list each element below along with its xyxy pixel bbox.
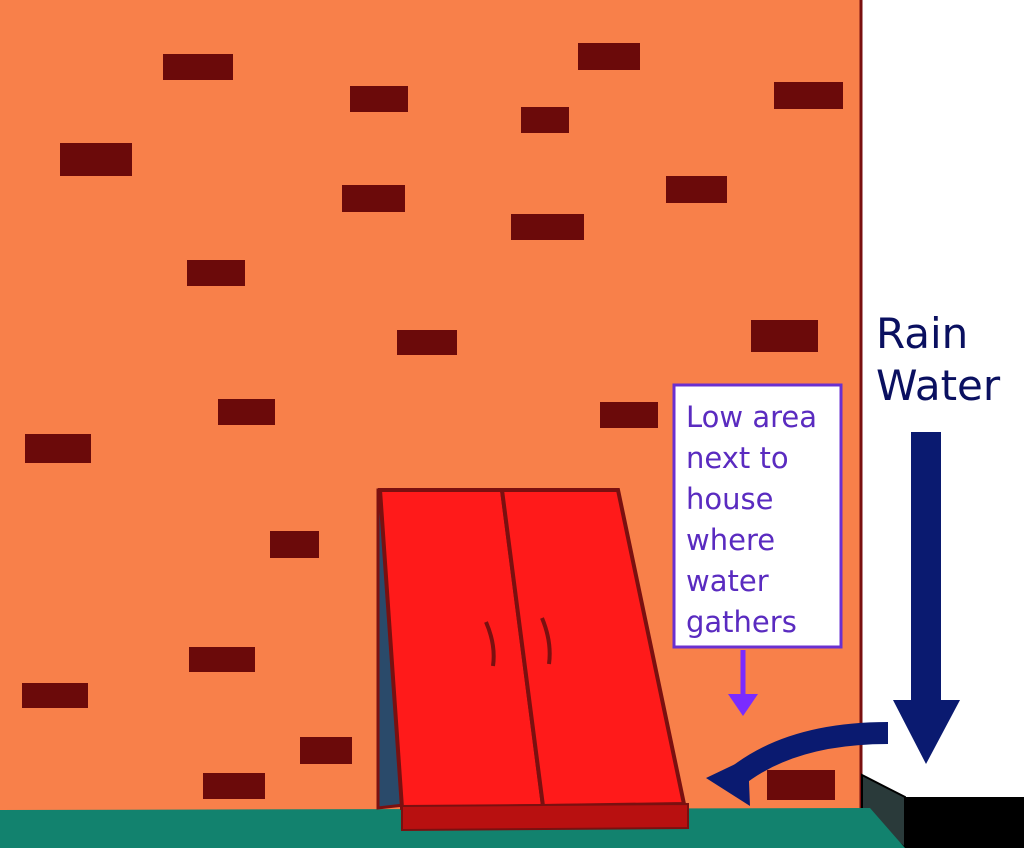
brick bbox=[270, 531, 319, 558]
callout-line: water bbox=[686, 564, 769, 598]
brick bbox=[25, 434, 91, 463]
rain-label-line: Rain bbox=[876, 309, 968, 358]
callout-line: Low area bbox=[686, 400, 817, 434]
brick bbox=[521, 107, 569, 133]
foundation-ledge bbox=[861, 773, 906, 848]
callout-line: gathers bbox=[686, 605, 797, 639]
arrow-down-icon bbox=[728, 650, 758, 716]
arrow-down-icon bbox=[893, 432, 960, 764]
brick bbox=[774, 82, 843, 109]
brick bbox=[666, 176, 727, 203]
brick bbox=[22, 683, 88, 708]
brick bbox=[600, 402, 658, 428]
curved-arrow-left-icon bbox=[706, 722, 889, 806]
basement-door bbox=[376, 488, 689, 832]
brick bbox=[767, 770, 835, 800]
brick bbox=[578, 43, 640, 70]
brick bbox=[751, 320, 818, 352]
brick bbox=[203, 773, 265, 799]
callout-line: next to bbox=[686, 441, 789, 475]
callout-line: where bbox=[686, 523, 775, 557]
callout-box bbox=[672, 383, 843, 649]
brick bbox=[350, 86, 408, 112]
brick bbox=[163, 54, 233, 80]
brick bbox=[342, 185, 405, 212]
rain-water-label: Rain Water bbox=[876, 309, 1001, 410]
brick bbox=[397, 330, 457, 355]
foundation-base bbox=[905, 797, 1024, 848]
bricks bbox=[22, 43, 843, 800]
callout: Low area next to house where water gathe… bbox=[672, 383, 843, 716]
door-handle-left bbox=[484, 621, 496, 667]
brick bbox=[187, 260, 245, 286]
brick bbox=[218, 399, 275, 425]
brick bbox=[189, 647, 255, 672]
callout-text: Low area next to house where water gathe… bbox=[686, 400, 826, 639]
rain-label-line: Water bbox=[876, 361, 1001, 410]
callout-line: house bbox=[686, 482, 773, 516]
svg-text:Rain Water: Rain Water bbox=[876, 309, 1001, 410]
door-bottom-frame bbox=[401, 802, 689, 832]
brick bbox=[300, 737, 352, 764]
brick bbox=[511, 214, 584, 240]
brick bbox=[60, 143, 132, 176]
door-handle-right bbox=[540, 617, 552, 665]
